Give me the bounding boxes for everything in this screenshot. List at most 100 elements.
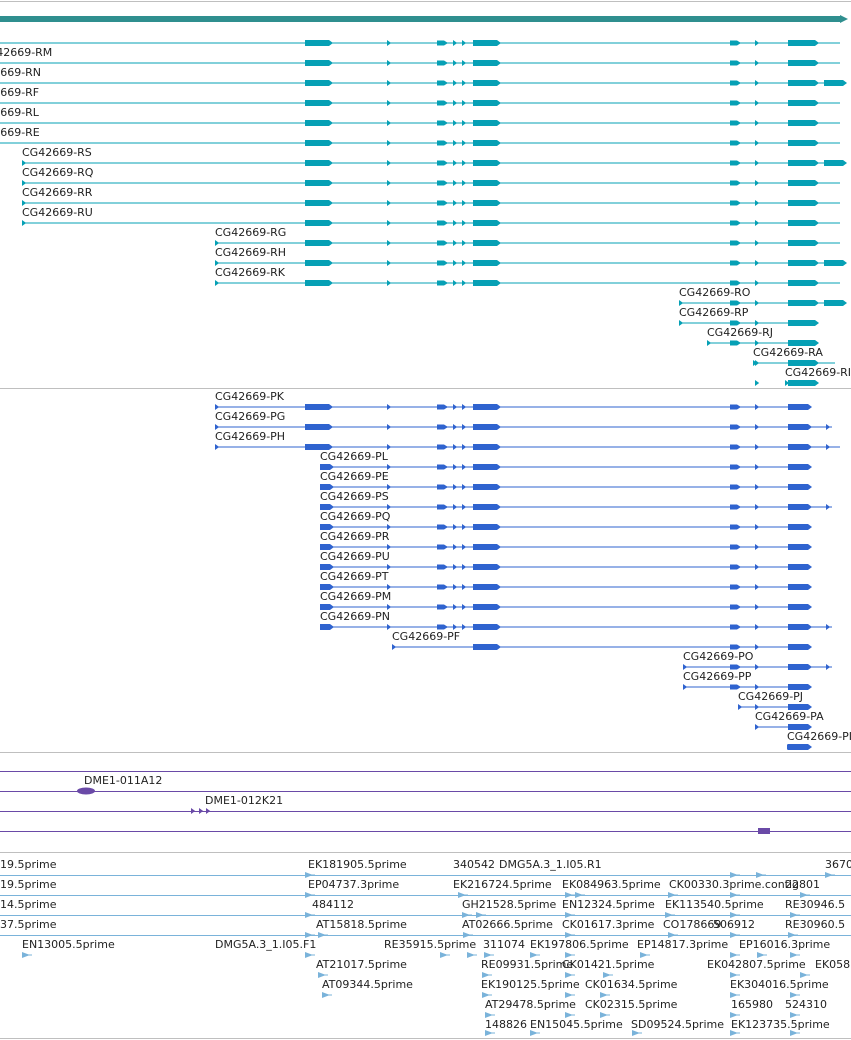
est-feature[interactable] [565,1012,575,1018]
est-feature[interactable] [322,992,332,998]
est-feature[interactable] [485,1012,495,1018]
est-label: EN12324.5prime [562,898,655,911]
est-feature[interactable] [565,932,575,938]
est-feature[interactable] [790,1030,800,1036]
est-feature[interactable] [485,1030,495,1036]
protein-row[interactable] [320,624,832,630]
gene-bar[interactable] [0,16,840,22]
protein-row[interactable] [787,744,812,750]
protein-row[interactable] [738,704,812,710]
est-feature[interactable] [790,1012,800,1018]
protein-row[interactable] [215,424,832,430]
est-feature[interactable] [668,892,678,898]
transcript-row[interactable] [679,320,819,326]
est-feature[interactable] [790,992,800,998]
est-feature[interactable] [665,912,675,918]
est-feature[interactable] [730,992,740,998]
transcript-row[interactable] [22,200,840,206]
est-feature[interactable] [305,932,315,938]
protein-row[interactable] [320,484,812,490]
est-feature[interactable] [565,912,575,918]
est-feature[interactable] [482,972,492,978]
transcript-row[interactable] [215,260,847,266]
est-feature[interactable] [305,952,315,958]
transcript-row[interactable] [0,100,840,106]
protein-row[interactable] [320,524,812,530]
transcript-row[interactable] [0,120,840,126]
transcript-row[interactable] [215,280,840,286]
protein-row[interactable] [320,504,832,510]
transcript-row[interactable] [707,340,819,346]
est-feature[interactable] [484,952,494,958]
protein-row[interactable] [320,564,812,570]
est-feature[interactable] [668,932,678,938]
est-feature[interactable] [476,912,486,918]
est-feature[interactable] [305,912,315,918]
est-feature[interactable] [318,972,328,978]
clone-feature[interactable] [77,787,95,795]
est-feature[interactable] [575,892,585,898]
est-feature[interactable] [565,992,575,998]
est-feature[interactable] [730,912,740,918]
gene-track[interactable] [0,15,848,23]
est-feature[interactable] [565,892,575,898]
est-feature[interactable] [730,1012,740,1018]
est-feature[interactable] [730,972,740,978]
protein-row[interactable] [320,584,812,590]
est-feature[interactable] [730,932,740,938]
est-feature[interactable] [530,952,540,958]
est-feature[interactable] [467,952,477,958]
est-feature[interactable] [482,992,492,998]
transcript-row[interactable] [22,180,840,186]
transcript-row[interactable] [755,380,819,386]
transcript-row[interactable] [22,160,847,166]
protein-row[interactable] [683,664,832,670]
est-feature[interactable] [463,932,473,938]
transcript-row[interactable] [215,240,840,246]
est-feature[interactable] [440,952,450,958]
est-feature[interactable] [600,992,610,998]
est-feature[interactable] [530,1030,540,1036]
est-feature[interactable] [730,872,740,878]
est-feature[interactable] [730,892,740,898]
est-feature[interactable] [790,912,800,918]
est-feature[interactable] [640,952,650,958]
est-feature[interactable] [22,952,32,958]
transcript-row[interactable] [22,220,840,226]
transcript-row[interactable] [0,140,840,146]
est-feature[interactable] [600,1012,610,1018]
est-feature[interactable] [458,892,468,898]
est-feature[interactable] [730,1030,740,1036]
protein-row[interactable] [683,684,812,690]
protein-row[interactable] [320,604,812,610]
est-feature[interactable] [756,872,766,878]
est-feature[interactable] [603,972,613,978]
transcript-row[interactable] [679,300,847,306]
est-feature[interactable] [565,972,575,978]
est-feature[interactable] [825,872,835,878]
protein-row[interactable] [320,464,812,470]
est-feature[interactable] [757,952,767,958]
protein-row[interactable] [755,724,812,730]
protein-row[interactable] [215,404,812,410]
est-label: EK181905.5prime [308,858,407,871]
transcript-row[interactable] [0,80,847,86]
transcript-row[interactable] [0,60,840,66]
est-feature[interactable] [305,892,315,898]
protein-row[interactable] [215,444,840,450]
transcript-row[interactable] [753,360,835,366]
est-feature[interactable] [790,952,800,958]
est-feature[interactable] [730,952,740,958]
clone-feature[interactable] [758,828,770,834]
est-feature[interactable] [632,1030,642,1036]
transcript-row[interactable] [0,40,840,46]
est-feature[interactable] [565,952,575,958]
protein-row[interactable] [392,644,812,650]
est-feature[interactable] [305,872,315,878]
est-feature[interactable] [800,892,810,898]
est-feature[interactable] [800,972,810,978]
est-feature[interactable] [788,932,798,938]
est-feature[interactable] [462,912,472,918]
est-feature[interactable] [318,932,328,938]
protein-row[interactable] [320,544,812,550]
